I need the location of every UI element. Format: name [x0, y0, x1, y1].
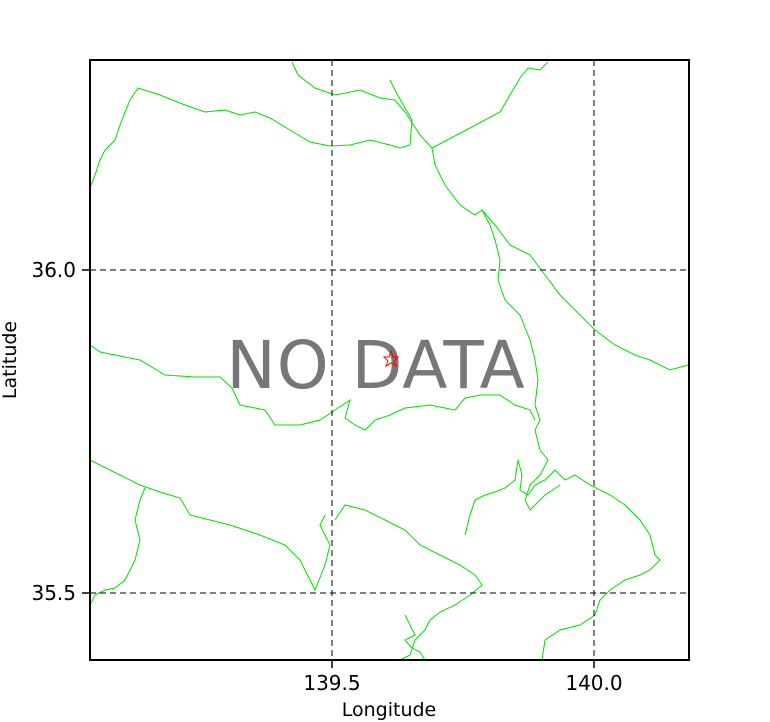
x-axis-label: Longitude: [342, 699, 437, 721]
x-tick-label-139-5: 139.5: [303, 671, 360, 695]
boundary-line-bay-north: [89, 459, 331, 592]
y-tick-label-36-0: 36.0: [31, 258, 76, 282]
grid-lines: [90, 60, 689, 660]
boundary-line-north: [89, 79, 413, 189]
boundary-line-sw: [89, 487, 146, 606]
boundary-line-middle: [89, 344, 536, 431]
x-tick-label-140-0: 140.0: [565, 671, 622, 695]
boundary-line-chiba-inlet: [404, 614, 426, 661]
location-star-marker: [382, 349, 400, 368]
boundary-line-ne: [291, 61, 549, 149]
boundary-line-coast-detail: [464, 459, 661, 661]
boundary-line-central-river: [431, 147, 561, 511]
no-data-overlay: NO DATA: [226, 327, 525, 404]
map-boundaries: [89, 61, 689, 661]
plot-frame: [89, 59, 690, 661]
y-tick-label-35-5: 35.5: [31, 581, 76, 605]
boundary-line-coast-tokyo: [334, 504, 483, 661]
y-axis-label: Latitude: [0, 321, 21, 399]
tick-marks: [82, 269, 595, 668]
boundary-line-east-river: [481, 209, 689, 371]
